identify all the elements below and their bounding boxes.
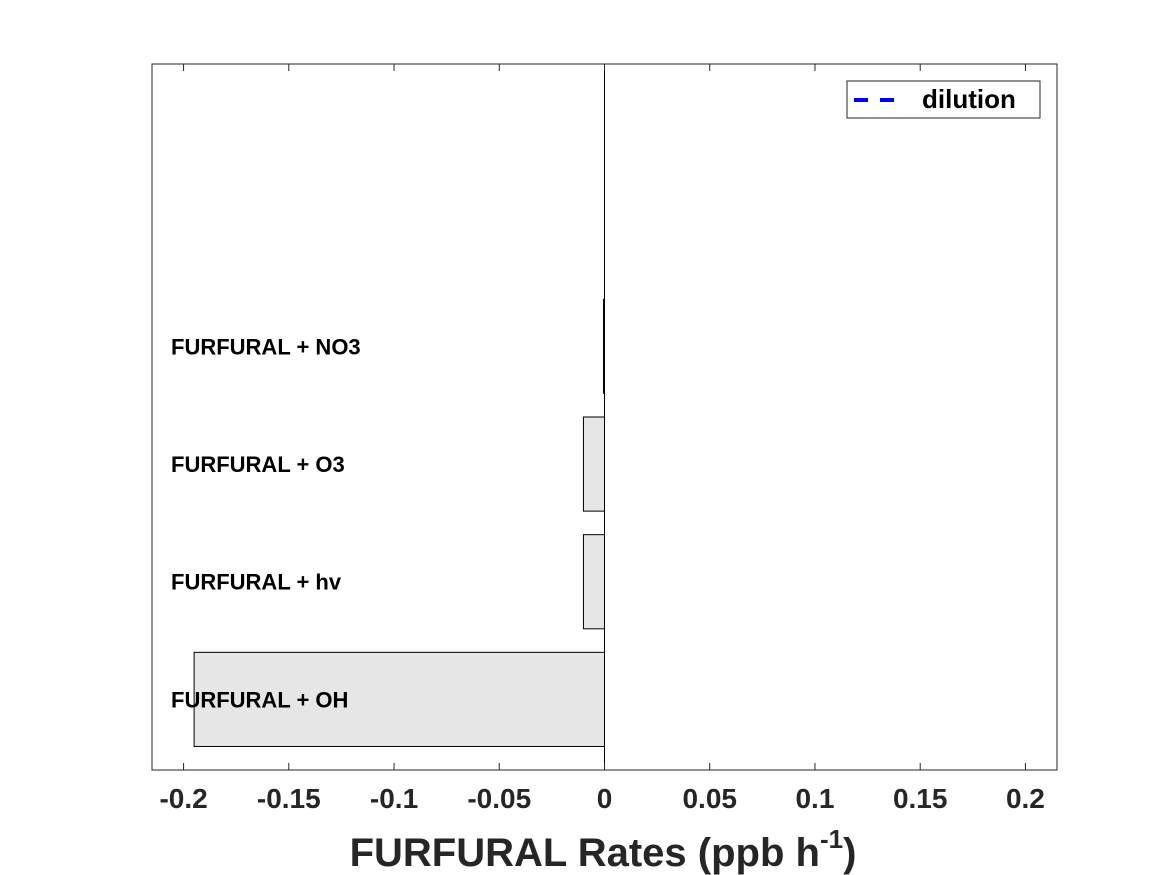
ticks-group: -0.2 -0.15 -0.1 -0.05 0 0.05 0.1 0.15 0.2 (159, 64, 1045, 814)
x-tick-label: 0.05 (682, 783, 737, 814)
x-tick-label: 0.2 (1006, 783, 1045, 814)
bar-label: FURFURAL + hv (171, 570, 342, 595)
legend-box (846, 80, 1041, 119)
x-tick-label: 0.15 (893, 783, 948, 814)
x-tick-label: -0.2 (159, 783, 207, 814)
x-tick-label: 0 (597, 783, 613, 814)
x-tick-label: 0.1 (795, 783, 834, 814)
x-tick-label: -0.15 (257, 783, 321, 814)
legend-dilution-label: dilution (922, 84, 1016, 114)
bar-labels-group: FURFURAL + OH FURFURAL + hv FURFURAL + O3 F… (171, 334, 361, 712)
x-tick-label: -0.05 (467, 783, 531, 814)
x-axis-title: FURFURAL Rates (ppb h-1) (350, 824, 857, 875)
legend: dilution (846, 80, 1041, 119)
bar-label: FURFURAL + O3 (171, 452, 345, 477)
bar (193, 651, 605, 747)
x-tick-label: -0.1 (370, 783, 418, 814)
bar (582, 534, 606, 630)
bar-label: FURFURAL + NO3 (171, 334, 361, 359)
bar-label: FURFURAL + OH (171, 687, 348, 712)
bar (582, 416, 606, 512)
plot-frame (151, 63, 1058, 771)
